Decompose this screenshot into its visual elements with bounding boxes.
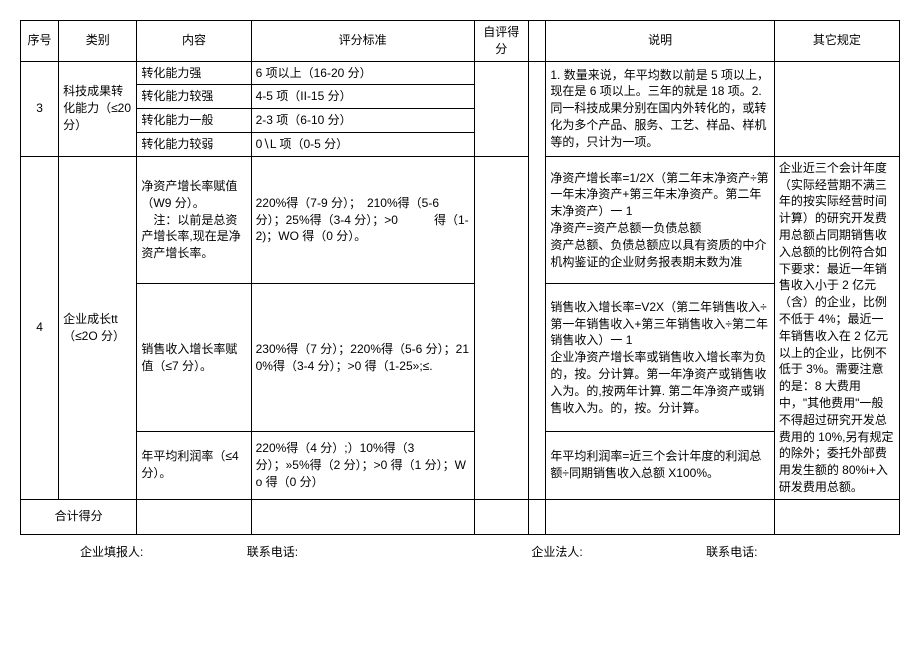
hdr-seq: 序号	[21, 21, 59, 62]
footer-line: 企业填报人: 联系电话: 企业法人: 联系电话:	[20, 543, 900, 560]
row3-criteria-4: 0∖L 项（0-5 分）	[251, 132, 474, 156]
row4-desc-1: 净资产增长率=1/2X（第二年末净资产÷第一年末净资产+第三年末净资产。第二年末…	[546, 156, 774, 284]
total-desc	[546, 499, 774, 534]
row3-criteria-1: 6 项以上（16-20 分）	[251, 61, 474, 85]
hdr-content: 内容	[137, 21, 251, 62]
row4-sub1: 4 企业成长tt（≤2O 分） 净资产增长率赋值（W9 分）。 注：以前是总资产…	[21, 156, 900, 284]
row4-desc-3: 年平均利润率=近三个会计年度的利润总额÷同期销售收入总额 X100%。	[546, 431, 774, 499]
row3-desc: 1. 数量来说，年平均数以前是 5 项以上，现在是 6 项以上。三年的就是 18…	[546, 61, 774, 156]
row4-content-3: 年平均利润率（≤4 分）。	[137, 431, 251, 499]
evaluation-table: 序号 类别 内容 评分标准 自评得分 说明 其它规定 3 科技成果转化能力（≤2…	[20, 20, 900, 535]
footer-phone2: 联系电话:	[706, 543, 757, 560]
hdr-other: 其它规定	[774, 21, 899, 62]
footer-filler: 企业填报人:	[80, 543, 143, 560]
row4-content-1: 净资产增长率赋值（W9 分）。 注：以前是总资产增长率,现在是净资产增长率。	[137, 156, 251, 284]
row3-seq: 3	[21, 61, 59, 156]
row3-criteria-3: 2-3 项（6-10 分）	[251, 109, 474, 133]
row4-seq: 4	[21, 156, 59, 499]
hdr-self-score: 自评得分	[474, 21, 528, 62]
row3-self	[474, 61, 528, 156]
total-criteria	[251, 499, 474, 534]
row3-content-1: 转化能力强	[137, 61, 251, 85]
row4-sub2: 销售收入增长率赋值（≤7 分）。 230%得（7 分）；220%得（5-6 分）…	[21, 284, 900, 431]
row3-category: 科技成果转化能力（≤20 分）	[59, 61, 137, 156]
total-row: 合计得分	[21, 499, 900, 534]
total-label: 合计得分	[21, 499, 137, 534]
row4-category: 企业成长tt（≤2O 分）	[59, 156, 137, 499]
row4-criteria-2: 230%得（7 分）；220%得（5-6 分）；210%得（3-4 分）；>0 …	[251, 284, 474, 431]
total-other	[774, 499, 899, 534]
hdr-category: 类别	[59, 21, 137, 62]
hdr-description: 说明	[546, 21, 774, 62]
row4-criteria-1: 220%得（7-9 分）； 210%得（5-6 分）；25%得（3-4 分）；>…	[251, 156, 474, 284]
row4-sub3: 年平均利润率（≤4 分）。 220%得（4 分）;）10%得（3 分）；»5%得…	[21, 431, 900, 499]
header-row: 序号 类别 内容 评分标准 自评得分 说明 其它规定	[21, 21, 900, 62]
hdr-blank	[528, 21, 545, 62]
footer-legal: 企业法人:	[531, 543, 582, 560]
row4-content-2: 销售收入增长率赋值（≤7 分）。	[137, 284, 251, 431]
row4-self	[474, 156, 528, 499]
total-content	[137, 499, 251, 534]
row3-other	[774, 61, 899, 156]
row3-content-4: 转化能力较弱	[137, 132, 251, 156]
row4-other: 企业近三个会计年度（实际经营期不满三年的按实际经营时间计算）的研究开发费用总额占…	[774, 156, 899, 499]
narrow-blank	[528, 61, 545, 499]
row3-content-3: 转化能力一般	[137, 109, 251, 133]
total-self	[474, 499, 528, 534]
footer-phone1: 联系电话:	[247, 543, 298, 560]
row3-sub1: 3 科技成果转化能力（≤20 分） 转化能力强 6 项以上（16-20 分） 1…	[21, 61, 900, 85]
row3-criteria-2: 4-5 项（II-15 分）	[251, 85, 474, 109]
row3-content-2: 转化能力较强	[137, 85, 251, 109]
row4-desc-2: 销售收入增长率=V2X（第二年销售收入÷第一年销售收入+第三年销售收入÷第二年销…	[546, 284, 774, 431]
total-blank	[528, 499, 545, 534]
hdr-criteria: 评分标准	[251, 21, 474, 62]
row4-criteria-3: 220%得（4 分）;）10%得（3 分）；»5%得（2 分）；>0 得（1 分…	[251, 431, 474, 499]
